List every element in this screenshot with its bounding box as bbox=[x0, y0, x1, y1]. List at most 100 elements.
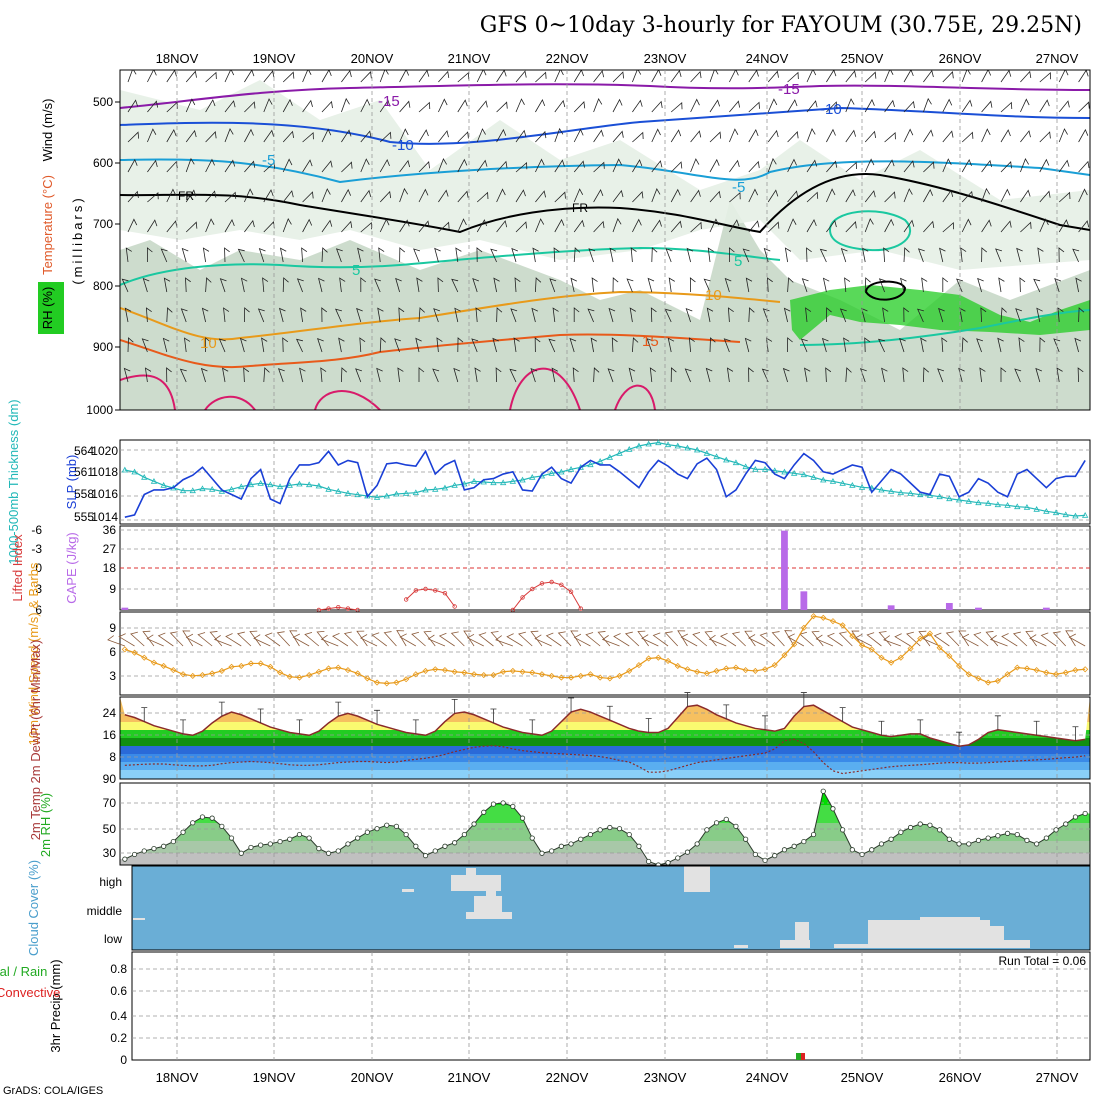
thickness-marker bbox=[800, 471, 808, 478]
wind-barb bbox=[632, 159, 643, 173]
temp-minmax-bar bbox=[141, 707, 148, 722]
wind-barb bbox=[767, 157, 777, 173]
cloud-low-cell bbox=[920, 917, 980, 921]
wind-speed-marker bbox=[626, 667, 633, 674]
wind-speed-marker bbox=[189, 672, 196, 679]
wind-speed-marker bbox=[1052, 671, 1060, 678]
date-label-top: 23NOV bbox=[644, 51, 687, 66]
wind-barb bbox=[729, 159, 740, 173]
precip-grid bbox=[132, 952, 1090, 1060]
date-label-bottom: 19NOV bbox=[253, 1070, 296, 1085]
rh-marker bbox=[636, 843, 642, 849]
wind-barb bbox=[243, 367, 250, 383]
date-label-bottom: 21NOV bbox=[448, 1070, 491, 1085]
wind-speed-line bbox=[124, 615, 1086, 684]
surface-wind-barb bbox=[704, 630, 717, 647]
rh-marker bbox=[888, 836, 894, 842]
temp-minmax-bar bbox=[257, 708, 264, 723]
wind-barb bbox=[612, 217, 622, 233]
surface-wind-barb bbox=[1040, 632, 1057, 647]
wind-barb bbox=[415, 337, 422, 353]
wind-barb bbox=[917, 248, 925, 263]
wind-barb bbox=[878, 278, 886, 293]
thickness-marker bbox=[761, 466, 769, 472]
wind-barb bbox=[651, 160, 663, 173]
wind-speed-marker bbox=[567, 674, 575, 681]
wind-speed-marker bbox=[878, 654, 885, 661]
rh-marker bbox=[723, 816, 729, 822]
thickness-marker bbox=[907, 490, 914, 496]
wind-barb bbox=[436, 337, 443, 353]
thickness-marker bbox=[470, 478, 478, 484]
wind-barb bbox=[845, 70, 857, 83]
wind-barb bbox=[611, 337, 618, 353]
slp-panel-frame bbox=[119, 439, 1091, 525]
wind-barb bbox=[1000, 101, 1013, 113]
wind-barb bbox=[378, 247, 385, 263]
date-label-top: 18NOV bbox=[156, 51, 199, 66]
wind-speed-marker bbox=[383, 680, 390, 687]
wind-barb bbox=[240, 277, 248, 293]
rh-marker bbox=[801, 838, 807, 845]
wind-barb bbox=[806, 128, 816, 143]
wind-barb bbox=[218, 338, 226, 353]
wind-barb bbox=[903, 100, 915, 113]
thickness-marker bbox=[703, 450, 711, 456]
thickness-marker bbox=[1004, 502, 1011, 508]
rh-marker bbox=[529, 835, 535, 841]
wind-speed-marker bbox=[141, 654, 148, 661]
rh-marker bbox=[510, 803, 516, 810]
surface-wind-barb bbox=[1052, 631, 1067, 647]
wind-barb bbox=[748, 128, 759, 143]
surface-wind-barb bbox=[961, 633, 979, 647]
wind-barb bbox=[147, 159, 158, 173]
wind-barb bbox=[981, 100, 993, 113]
surface-wind-barb bbox=[1068, 633, 1086, 647]
wind-barb bbox=[707, 247, 714, 263]
wind-barb bbox=[748, 367, 754, 383]
rh-marker bbox=[131, 851, 138, 858]
wind-barb bbox=[593, 70, 605, 83]
wind-barb bbox=[185, 70, 197, 83]
wind-barb bbox=[787, 158, 797, 173]
surface-wind-barb bbox=[399, 633, 417, 647]
wind-speed-marker bbox=[160, 662, 167, 670]
surface-wind-barb bbox=[423, 630, 436, 647]
surface-wind-barb bbox=[130, 631, 145, 647]
temp-minmax-bar bbox=[335, 701, 342, 717]
wind-barb bbox=[127, 99, 139, 113]
wind-speed-marker bbox=[985, 679, 992, 686]
wind-barb bbox=[123, 367, 131, 383]
wind-barb bbox=[651, 100, 663, 113]
wind-barb bbox=[938, 307, 945, 323]
wind-barb bbox=[321, 100, 333, 113]
temp-line bbox=[124, 704, 1086, 747]
contour-label-fr-left: FR bbox=[178, 189, 194, 203]
wind-barb bbox=[1039, 131, 1051, 143]
wind-barb bbox=[903, 70, 914, 83]
wind-barb bbox=[690, 130, 702, 143]
wind-barb bbox=[1014, 368, 1022, 383]
surface-wind-barb bbox=[815, 634, 834, 647]
surface-wind-barb bbox=[771, 631, 785, 647]
wind-barb bbox=[767, 129, 779, 143]
rh-marker bbox=[646, 858, 652, 865]
surface-wind-barb bbox=[1025, 630, 1037, 647]
wind-barb bbox=[998, 277, 1005, 293]
upper-wind-barbs bbox=[121, 70, 1090, 383]
wind-barb bbox=[549, 278, 557, 293]
wind-barb bbox=[1020, 189, 1031, 203]
thickness-axis-label: 1000-500mb Thickness (dm) bbox=[6, 399, 21, 564]
wind-barb bbox=[844, 277, 851, 293]
cloud-high-cell bbox=[402, 889, 414, 892]
wind-barb bbox=[573, 188, 584, 203]
lifted-index-marker bbox=[559, 582, 564, 587]
wind-barb bbox=[787, 99, 798, 113]
wind-barb bbox=[670, 70, 682, 83]
wind-barb bbox=[496, 160, 508, 173]
thickness-marker bbox=[412, 489, 420, 496]
rh-marker bbox=[752, 851, 758, 858]
wind-barb bbox=[729, 219, 740, 233]
rh-marker bbox=[199, 814, 206, 820]
